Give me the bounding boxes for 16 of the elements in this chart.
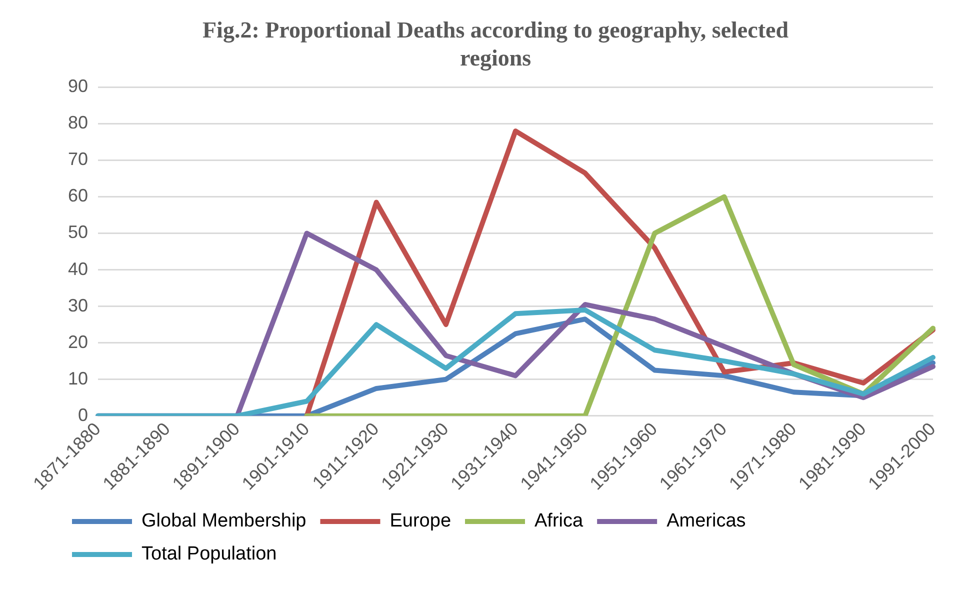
legend-label: Americas	[666, 510, 746, 532]
y-tick-label: 80	[68, 112, 88, 133]
y-tick-label: 0	[78, 404, 88, 425]
y-tick-label: 10	[68, 368, 88, 388]
y-tick-label: 90	[68, 76, 88, 96]
chart-title: Fig.2: Proportional Deaths according to geography, selected regions	[202, 18, 789, 72]
y-tick-label: 30	[68, 295, 88, 316]
legend-label: Total Population	[142, 544, 277, 565]
y-tick-label: 20	[68, 332, 88, 352]
y-tick-label: 40	[68, 258, 88, 279]
legend-label: Africa	[534, 510, 584, 532]
legend-label: Europe	[390, 510, 452, 532]
y-tick-label: 50	[68, 222, 88, 242]
y-tick-label: 70	[68, 149, 88, 170]
y-tick-label: 60	[68, 186, 88, 206]
legend-label: Global Membership	[142, 510, 306, 532]
